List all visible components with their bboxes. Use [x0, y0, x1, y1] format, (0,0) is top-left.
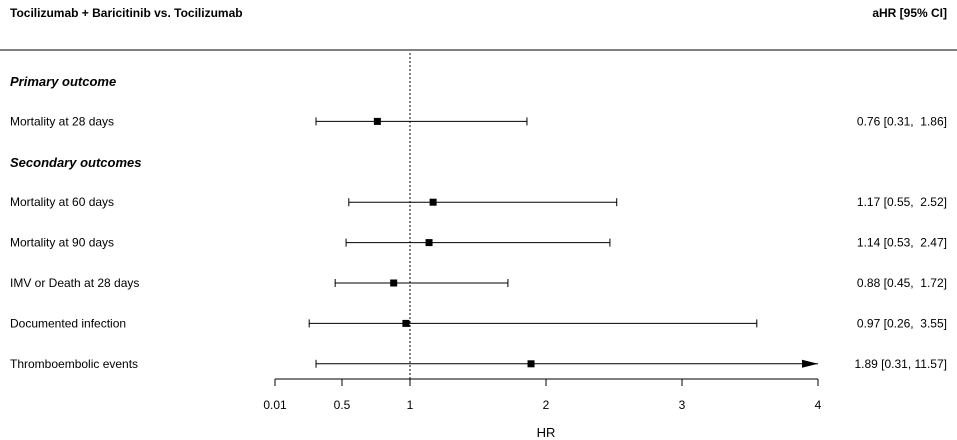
- point-estimate: [527, 360, 535, 368]
- point-estimate: [390, 279, 398, 287]
- point-estimate: [402, 319, 410, 327]
- x-tick-label: 1: [407, 398, 414, 412]
- point-estimate: [429, 198, 437, 206]
- row-label: Documented infection: [10, 316, 126, 330]
- section-title: Secondary outcomes: [10, 155, 142, 170]
- row-label: Mortality at 60 days: [10, 195, 114, 209]
- estimate-column-header: aHR [95% CI]: [872, 6, 947, 20]
- x-tick-label: 0.5: [334, 398, 351, 412]
- point-estimate: [373, 117, 381, 125]
- row-label: Thromboembolic events: [10, 357, 138, 371]
- section-title: Primary outcome: [10, 74, 116, 89]
- x-tick-label: 3: [679, 398, 686, 412]
- x-axis-label: HR: [537, 425, 556, 440]
- point-estimate: [425, 239, 433, 247]
- row-label: Mortality at 28 days: [10, 114, 114, 128]
- row-label: Mortality at 90 days: [10, 236, 114, 250]
- x-tick-label: 2: [543, 398, 550, 412]
- estimate-text: 0.97 [0.26, 3.55]: [857, 316, 947, 330]
- x-tick-label: 4: [815, 398, 822, 412]
- estimate-text: 0.76 [0.31, 1.86]: [857, 114, 947, 128]
- x-tick-label: 0.01: [263, 398, 287, 412]
- x-axis: 0.01 0.5 1 2 3 4: [263, 378, 822, 412]
- estimate-text: 1.17 [0.55, 2.52]: [857, 195, 947, 209]
- estimate-text: 1.89 [0.31, 11.57]: [854, 357, 947, 371]
- row-label: IMV or Death at 28 days: [10, 276, 139, 290]
- ci-arrow: [802, 359, 818, 368]
- forest-rows: Primary outcome Mortality at 28 days 0.76 …: [10, 74, 947, 371]
- plot-title: Tocilizumab + Baricitinib vs. Tocilizuma…: [10, 6, 243, 20]
- estimate-text: 1.14 [0.53, 2.47]: [857, 236, 947, 250]
- estimate-text: 0.88 [0.45, 1.72]: [857, 276, 947, 290]
